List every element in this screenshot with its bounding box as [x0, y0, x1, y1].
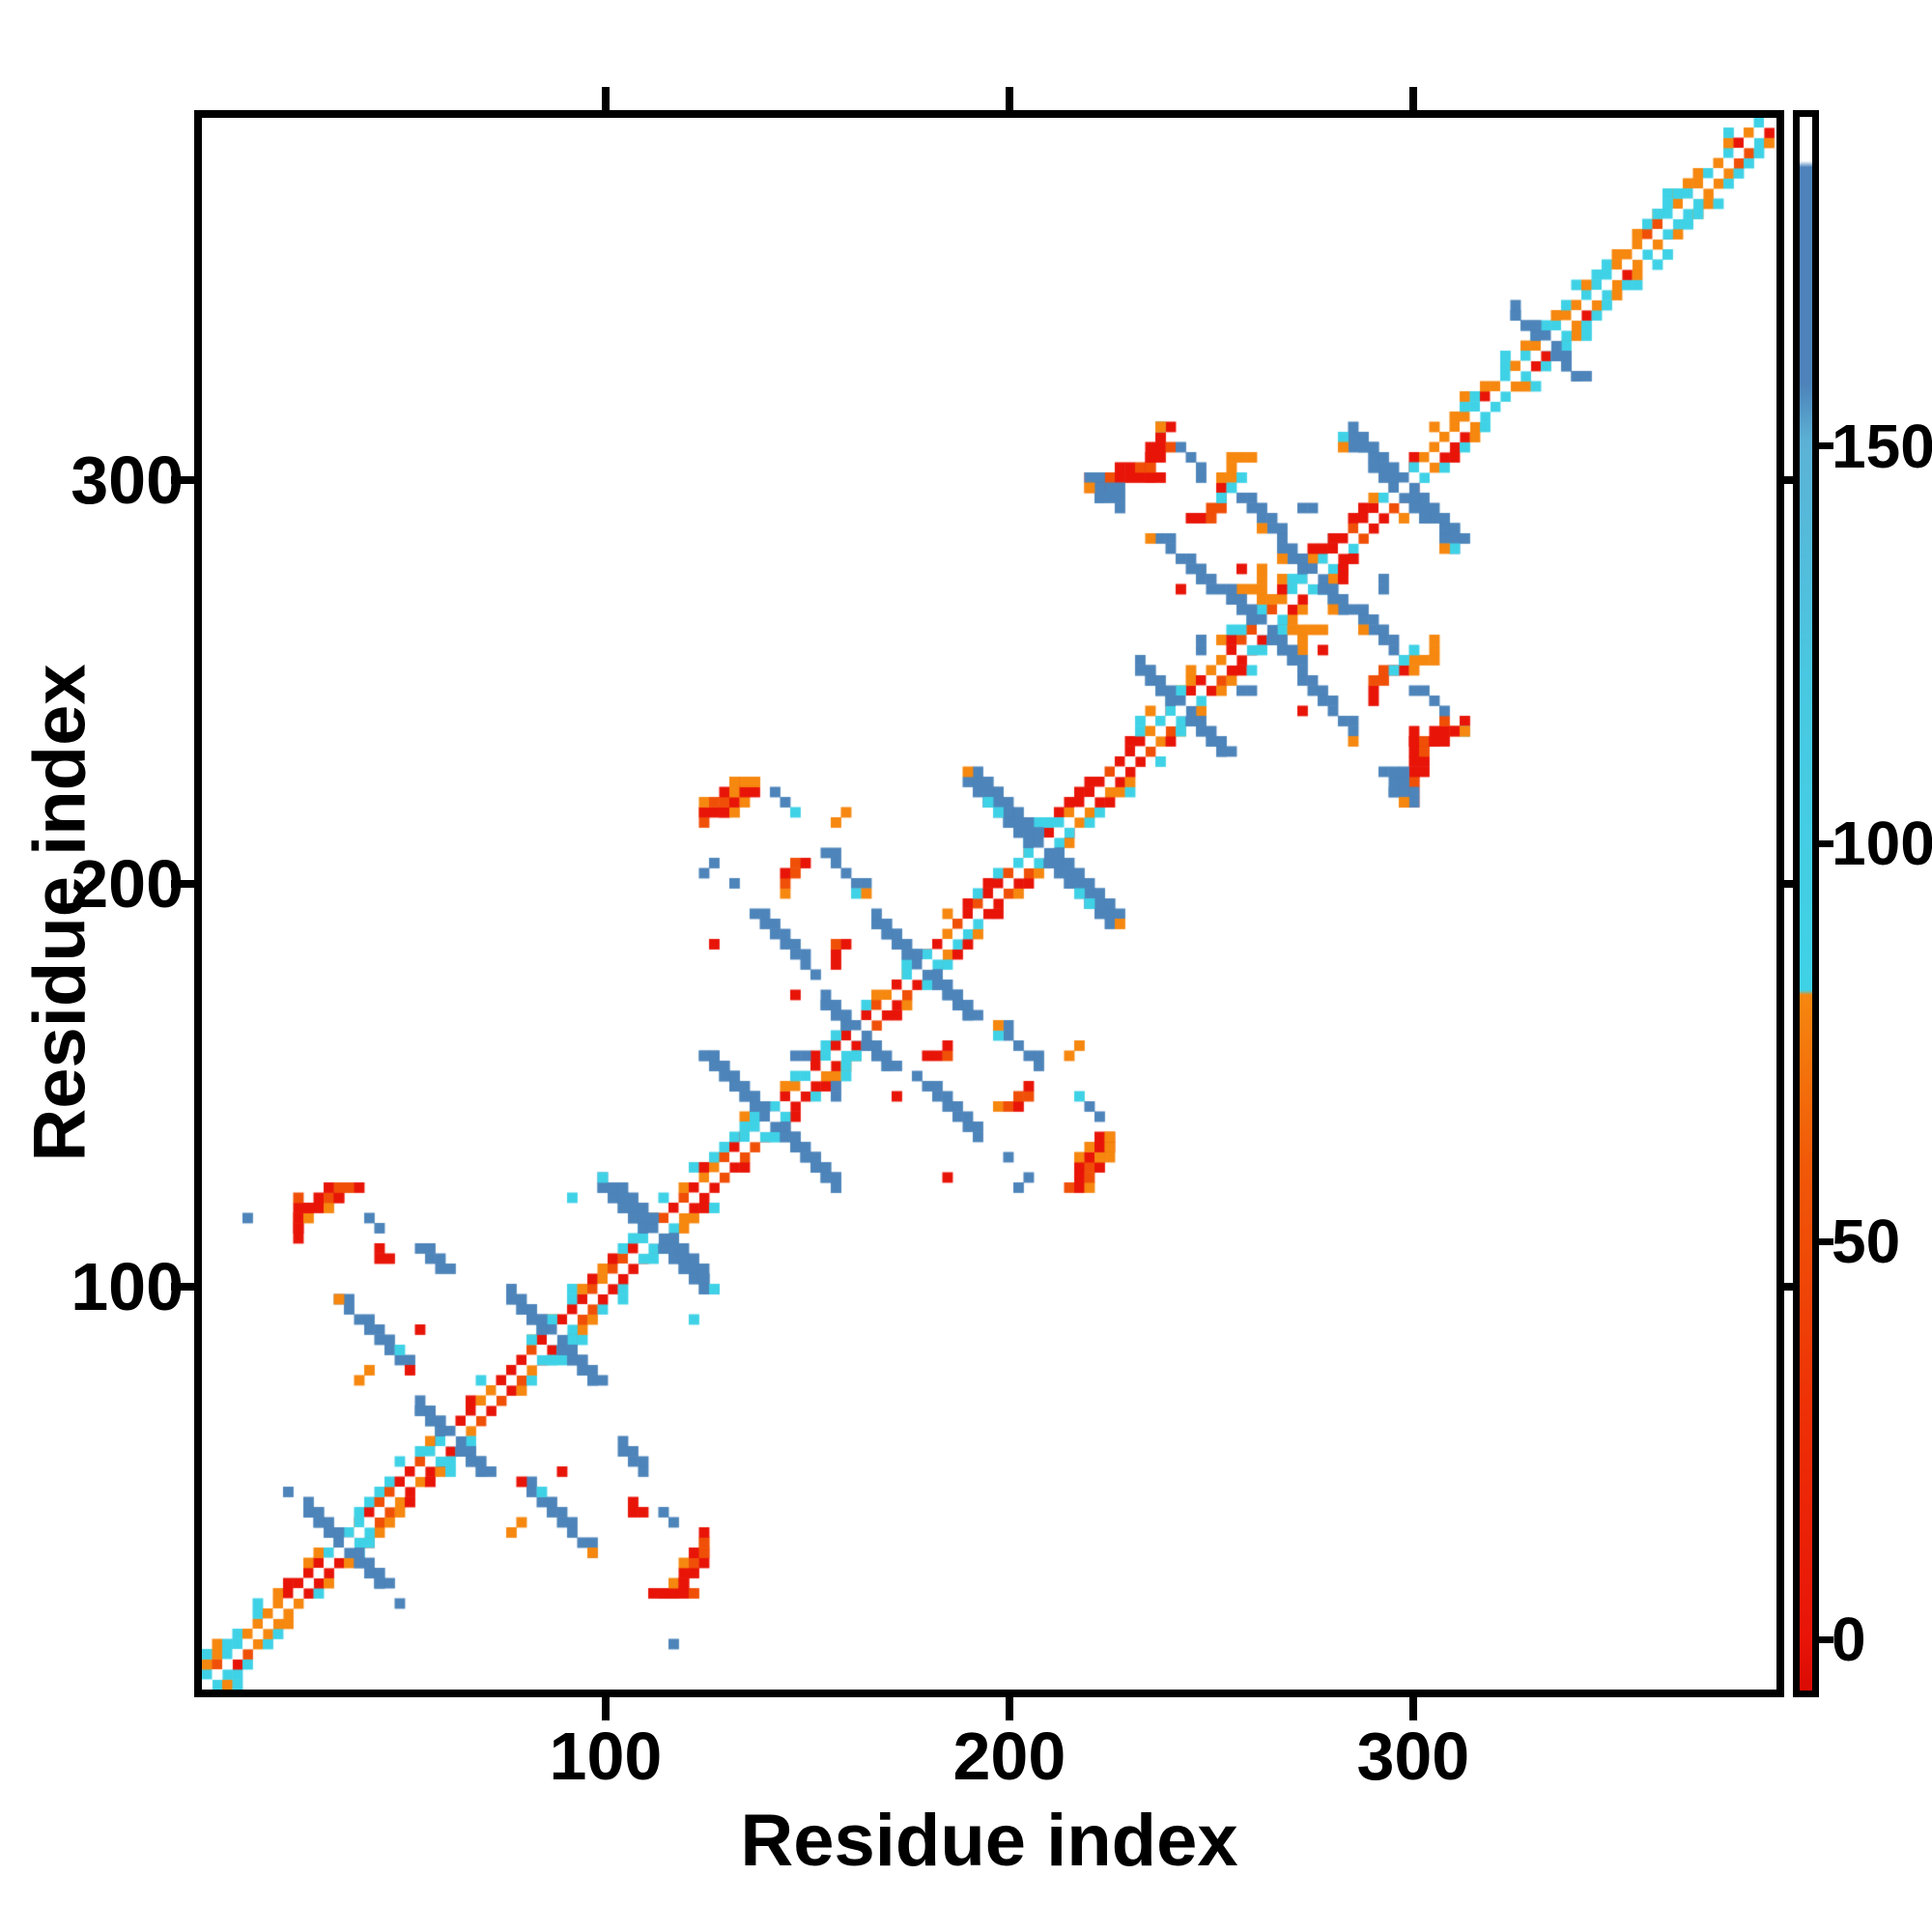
y-tick-label: 100 — [71, 1248, 184, 1324]
y-axis-title: Residue index — [18, 664, 101, 1162]
contact-map-canvas — [202, 118, 1776, 1690]
colorbar-gradient — [1800, 117, 1812, 1690]
colorbar-tick-label: 100 — [1832, 809, 1932, 879]
y-tick-label: 200 — [71, 845, 184, 922]
x-axis-title: Residue index — [740, 1800, 1238, 1882]
x-tick-label: 100 — [549, 1719, 663, 1794]
y-axis-tick-right — [1784, 1282, 1796, 1291]
colorbar-tick — [1819, 1237, 1833, 1245]
colorbar-tick — [1819, 1635, 1833, 1643]
colorbar-tick-label: 50 — [1832, 1207, 1901, 1277]
y-tick-label: 300 — [71, 442, 184, 519]
colorbar-tick — [1819, 442, 1833, 450]
y-axis-tick-left — [171, 1282, 194, 1291]
x-axis-tick-bottom — [1005, 1697, 1013, 1720]
colorbar-tick-label: 0 — [1832, 1605, 1866, 1674]
y-axis-tick-right — [1784, 879, 1796, 888]
y-axis-tick-left — [171, 476, 194, 485]
y-axis-tick-right — [1784, 476, 1796, 485]
colorbar-tick — [1819, 839, 1833, 847]
x-axis-tick-top — [1005, 87, 1013, 110]
x-axis-tick-bottom — [1408, 1697, 1417, 1720]
x-axis-tick-top — [601, 87, 610, 110]
y-axis-tick-left — [171, 879, 194, 888]
x-axis-tick-bottom — [601, 1697, 610, 1720]
colorbar-tick-label: 150 — [1832, 411, 1932, 481]
x-tick-label: 200 — [952, 1719, 1066, 1794]
x-tick-label: 300 — [1356, 1719, 1470, 1794]
plot-area — [194, 110, 1784, 1697]
colorbar — [1793, 110, 1819, 1697]
x-axis-tick-top — [1408, 87, 1417, 110]
